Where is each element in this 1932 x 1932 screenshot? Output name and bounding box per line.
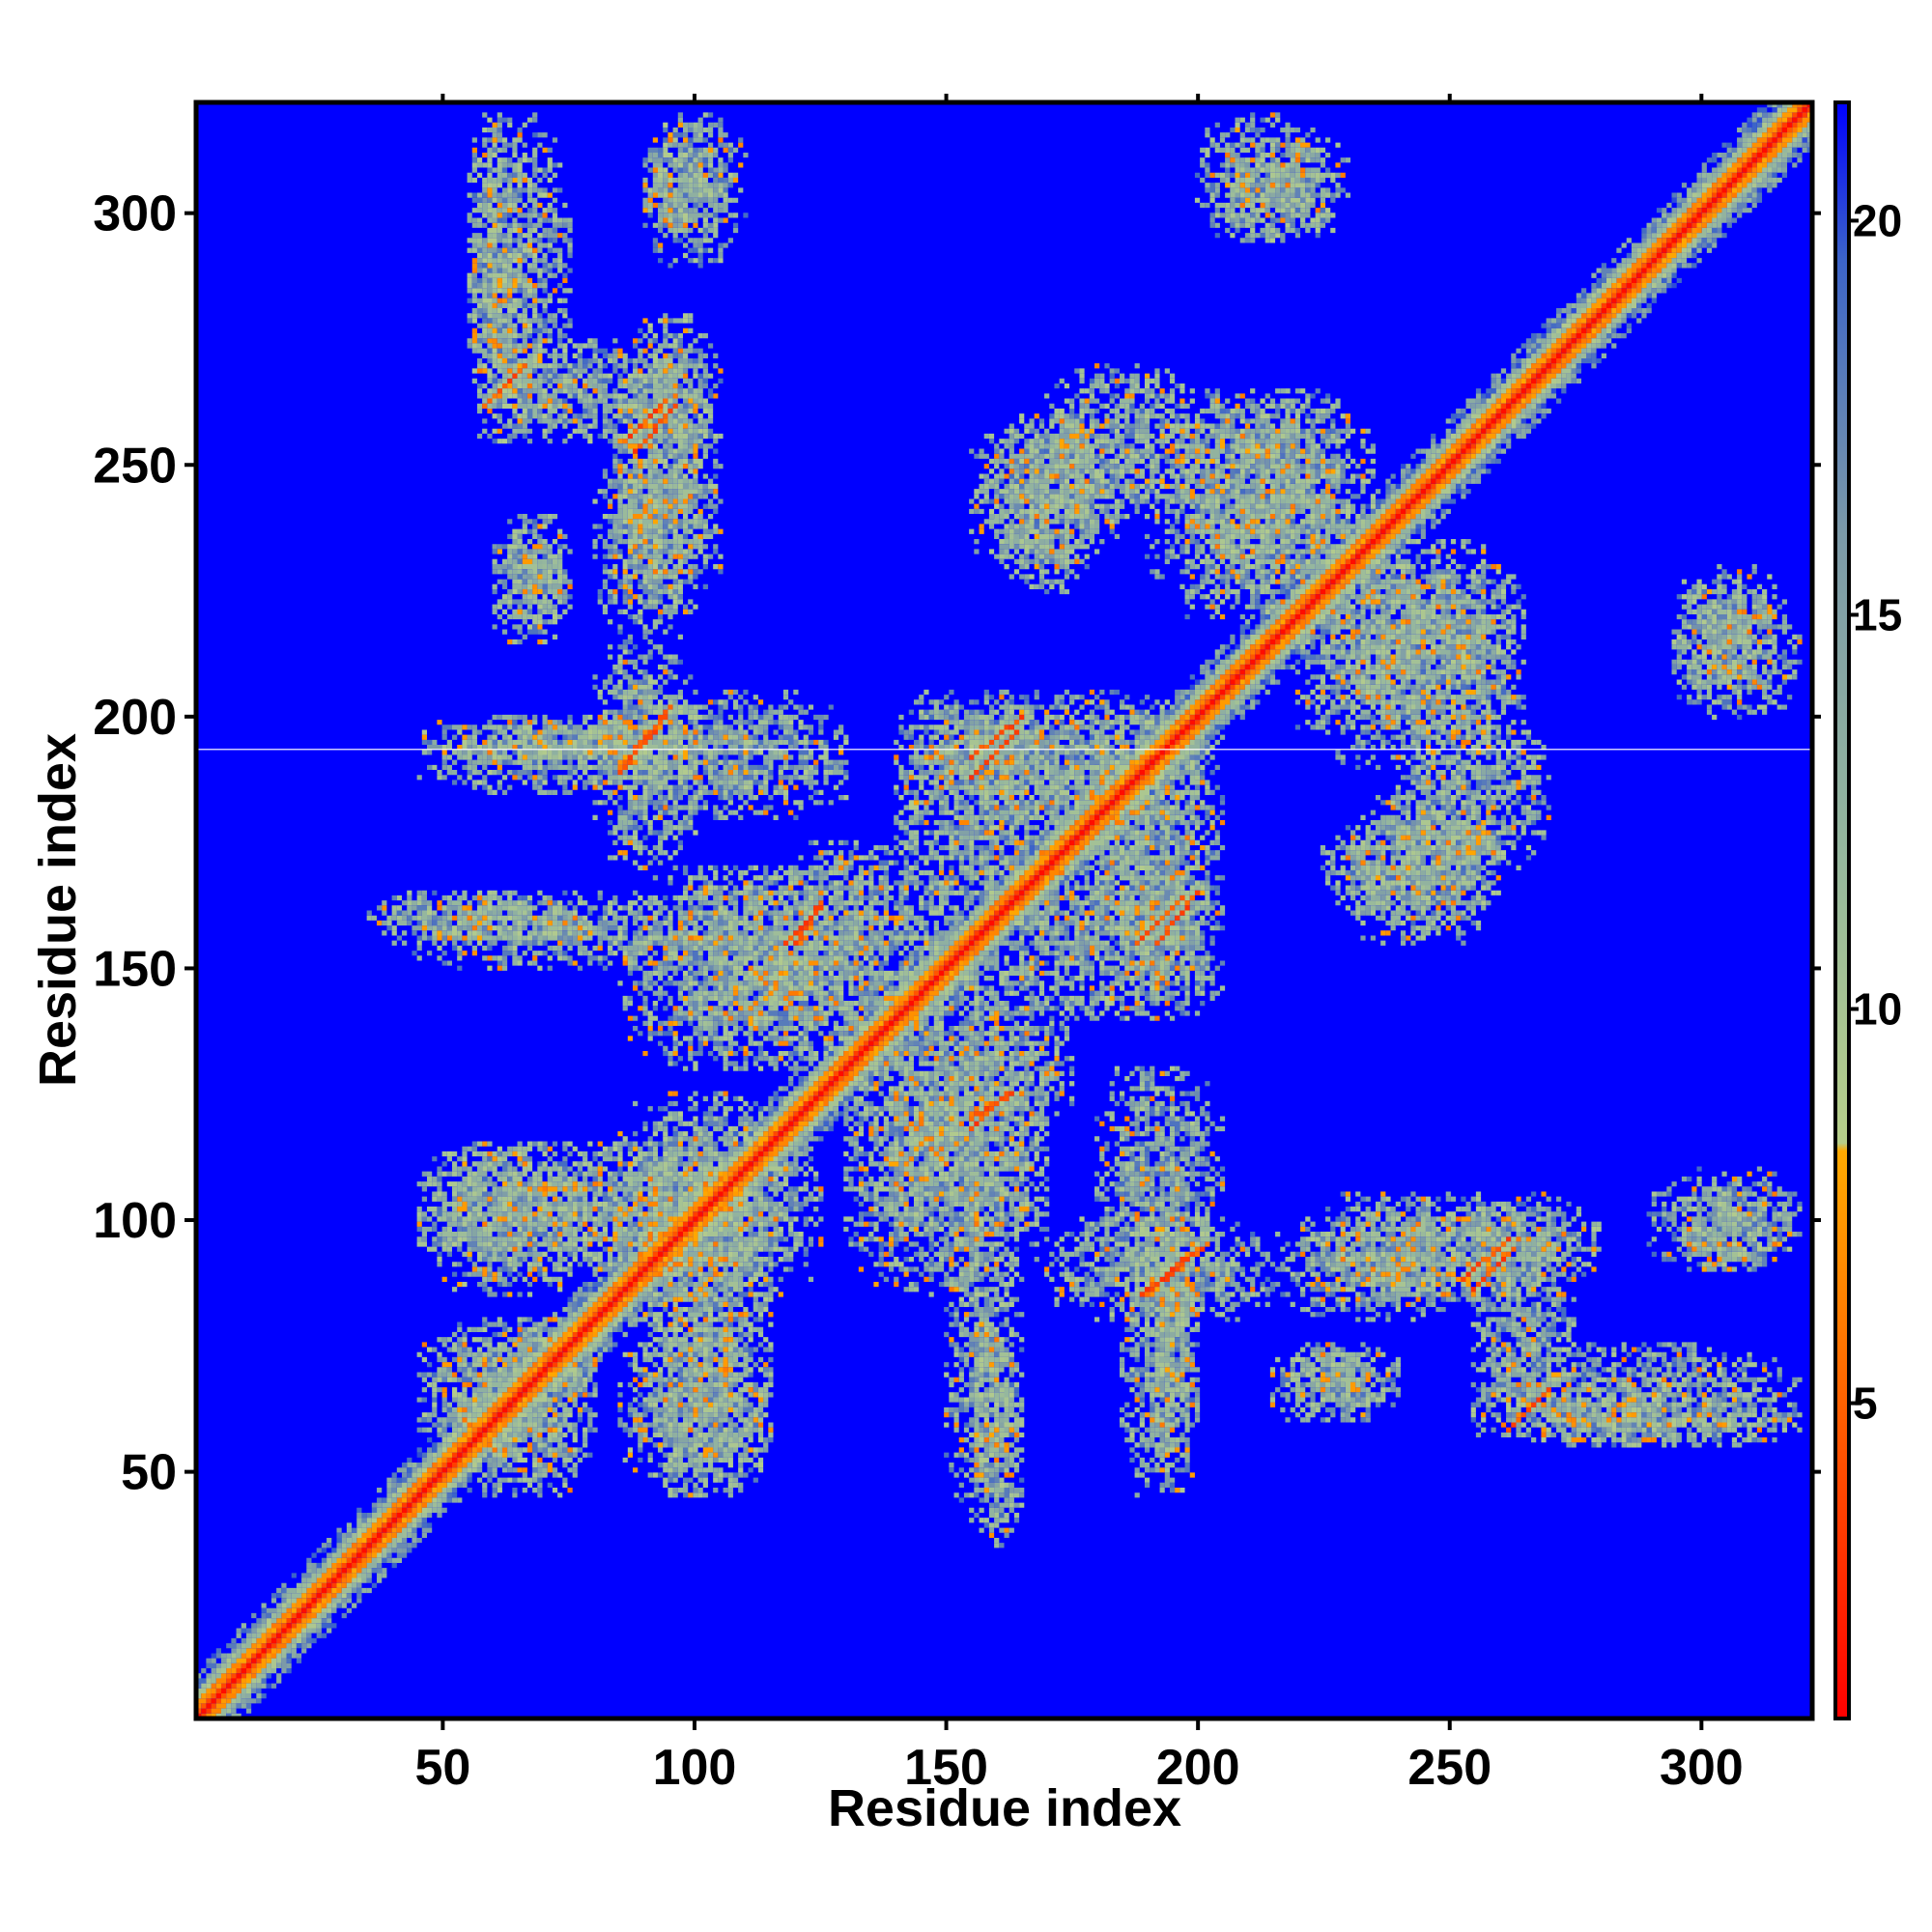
colorbar-tick-label: 5 — [1853, 1378, 1878, 1429]
x-tick-label: 200 — [1156, 1740, 1240, 1796]
heatmap-cell-group — [211, 117, 1807, 1714]
heatmap-cells — [196, 102, 1812, 1719]
colorbar-tick-label: 15 — [1853, 589, 1902, 639]
x-tick-label: 150 — [904, 1740, 988, 1796]
x-tick-label: 100 — [653, 1740, 737, 1796]
colorbar-tick-label: 20 — [1853, 195, 1902, 245]
colorbar: 5 10 15 20 — [1833, 100, 1902, 1720]
colorbar-tick-label: 10 — [1853, 984, 1902, 1035]
x-axis: 50 100 150 200 250 300 — [414, 94, 1744, 1796]
heatmap-cell-group — [206, 127, 1812, 1689]
y-tick-label: 150 — [93, 941, 177, 997]
x-tick-label: 250 — [1407, 1740, 1492, 1796]
y-tick-label: 200 — [93, 690, 177, 746]
plot-frame — [193, 99, 1815, 1721]
colorbar-scale — [1833, 100, 1851, 1720]
heatmap-cell-group — [201, 112, 1793, 1704]
y-axis: 50 100 150 200 250 300 — [93, 186, 1821, 1501]
y-tick-label: 250 — [93, 438, 177, 494]
y-axis-title: Residue index — [29, 733, 87, 1087]
heatmap-cell-group — [211, 107, 1812, 1719]
x-axis-title: Residue index — [828, 1779, 1181, 1837]
colorbar-ticks: 5 10 15 20 — [1849, 195, 1902, 1429]
x-tick-label: 50 — [414, 1740, 470, 1796]
x-tick-label: 300 — [1660, 1740, 1744, 1796]
y-tick-label: 50 — [121, 1445, 177, 1501]
y-tick-label: 300 — [93, 186, 177, 242]
y-tick-label: 100 — [93, 1193, 177, 1249]
